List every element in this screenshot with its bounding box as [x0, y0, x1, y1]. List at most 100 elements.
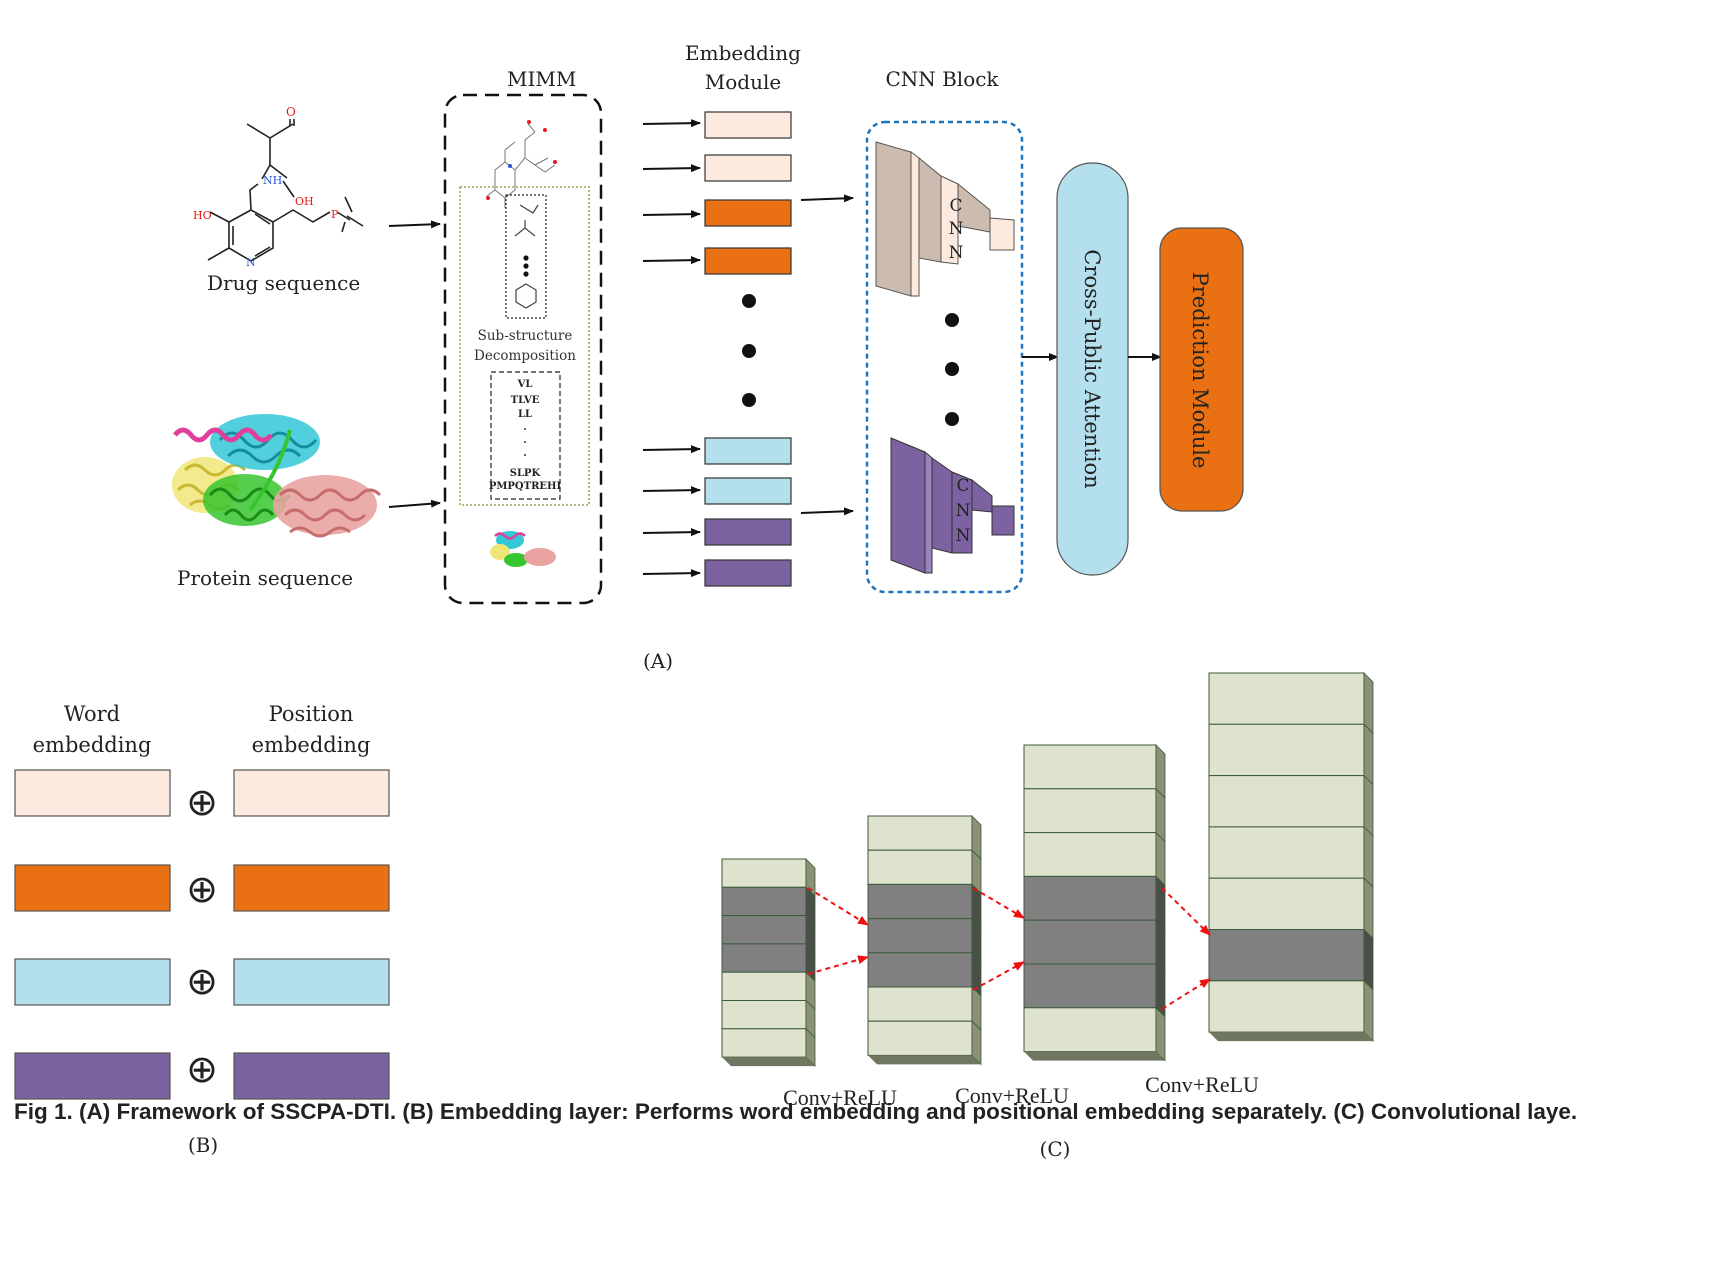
conv-cell	[1023, 744, 1157, 790]
embedding-to-cnn-arrow-drug	[800, 194, 854, 203]
ellipsis-dot	[945, 362, 959, 376]
conv-cell-active	[1023, 963, 1157, 1009]
cnn-letter-protein-n1: N	[956, 501, 971, 521]
conv-cell-active	[721, 943, 807, 973]
plus-symbol: ⊕	[186, 1047, 218, 1091]
conv-cell	[1208, 672, 1365, 725]
conv-cell-side	[1363, 723, 1374, 786]
conv-cell-active	[867, 952, 973, 988]
embedding-vector-drug-4	[704, 247, 792, 275]
word-embedding-vector-3	[14, 958, 171, 1006]
ellipsis-dot	[742, 344, 756, 358]
protein-fragment-box	[490, 371, 561, 500]
plus-symbol: ⊕	[186, 780, 218, 824]
ellipsis-dot	[945, 412, 959, 426]
conv-cell	[721, 858, 807, 888]
substructure-label-line2: Decomposition	[474, 348, 576, 364]
cnn-letter-protein-n2: N	[956, 526, 971, 546]
word-embedding-vector-4	[14, 1052, 171, 1100]
fragment-4: SLPK	[510, 468, 541, 479]
fragment-1: VL	[517, 379, 533, 390]
atom-label-oh: OH	[295, 195, 314, 208]
prediction-module-block	[1159, 227, 1244, 512]
fragment-dot-2: .	[523, 435, 526, 446]
word-embedding-label-line1: Word	[64, 702, 120, 726]
conv-cell	[721, 971, 807, 1002]
protein-to-mimm-arrow	[388, 499, 441, 508]
fragment-dot-1: .	[523, 422, 526, 433]
cnn-letter-drug-n1: N	[949, 219, 964, 239]
cnn-letter-drug-c: C	[949, 196, 962, 216]
position-embedding-label-line1: Position	[269, 702, 354, 726]
embedding-vector-protein-2	[704, 477, 792, 505]
fragment-dot-3: .	[523, 448, 526, 459]
conv-cell	[867, 1020, 973, 1056]
plus-symbol: ⊕	[186, 959, 218, 1003]
conv-cell-side	[1363, 877, 1374, 940]
conv-cell	[721, 1000, 807, 1030]
conv-relu-label-3: Conv+ReLU	[1145, 1072, 1259, 1097]
fragment-5: PMPQTREHI	[489, 481, 562, 492]
embedding-vector-protein-3	[704, 518, 792, 546]
conv-stack-bottom	[868, 1055, 981, 1065]
conv-cell	[1023, 1007, 1157, 1053]
protein-sequence-label: Protein sequence	[177, 566, 353, 590]
embedding-input-arrows	[642, 119, 701, 578]
conv-cell-active	[867, 918, 973, 954]
word-embedding-label-line2: embedding	[33, 733, 152, 757]
cnn-stack-drug	[875, 141, 1015, 297]
conv-cell	[1023, 788, 1157, 834]
word-embedding-vector-1	[14, 769, 171, 817]
panel-a-label: (A)	[643, 649, 673, 673]
cnn-letter-protein-c: C	[956, 476, 969, 496]
plus-symbol: ⊕	[186, 867, 218, 911]
conv-cell	[1208, 826, 1365, 879]
conv-cell-active	[721, 915, 807, 945]
conv-cell-side	[1363, 979, 1374, 1043]
embedding-vector-drug-3	[704, 199, 792, 227]
conv-layer-stacks	[721, 672, 1374, 1068]
conv-stack-bottom	[1024, 1051, 1165, 1061]
prediction-label: Prediction Module	[1188, 272, 1212, 469]
atom-label-nh: NH	[263, 174, 282, 187]
conv-connection-arrows	[807, 887, 1211, 1010]
mimm-title: MIMM	[507, 67, 576, 91]
conv-cell-side	[1155, 1006, 1166, 1062]
conv-cell-active	[1023, 919, 1157, 965]
mimm-box	[443, 93, 603, 605]
ellipsis-dot	[742, 393, 756, 407]
ellipsis-dot	[945, 313, 959, 327]
conv-cell-active	[1208, 929, 1365, 982]
embedding-vector-protein-4	[704, 559, 792, 587]
position-embedding-vector-2	[233, 864, 390, 912]
conv-cell	[1208, 723, 1365, 777]
conv-cell	[867, 849, 973, 885]
conv-cell-active	[721, 886, 807, 917]
embedding-vectors	[704, 111, 792, 587]
conv-cell-side	[1363, 825, 1374, 889]
cross-public-attention-block	[1056, 162, 1129, 576]
embedding-title-line1: Embedding	[685, 41, 801, 65]
fragment-3: LL	[518, 409, 532, 420]
conv-cell	[1208, 980, 1365, 1033]
fragment-2: TLVE	[511, 395, 540, 406]
atom-label-o: O	[286, 105, 296, 119]
cnn-letter-drug-n2: N	[949, 243, 964, 263]
drug-to-mimm-arrow	[388, 220, 441, 229]
embedding-vector-drug-1	[704, 111, 792, 139]
figure-caption: Fig 1. (A) Framework of SSCPA-DTI. (B) E…	[14, 1099, 1578, 1124]
atom-label-n: N	[246, 256, 256, 269]
atom-label-p: P	[331, 208, 339, 221]
conv-cell	[1208, 775, 1365, 828]
conv-relu-label-2: Conv+ReLU	[955, 1083, 1069, 1108]
embedding-title-line2: Module	[705, 70, 781, 94]
panel-c-label: (C)	[1040, 1137, 1071, 1161]
panel-b-label: (B)	[188, 1133, 218, 1157]
fragment-icons	[514, 204, 539, 309]
atom-label-ho: HO	[193, 209, 212, 222]
drug-sequence-label: Drug sequence	[207, 271, 360, 295]
conv-cell-side	[1363, 928, 1374, 991]
conv-cell	[867, 986, 973, 1022]
substructure-fragment-box	[505, 194, 547, 319]
position-embedding-label-line2: embedding	[252, 733, 371, 757]
